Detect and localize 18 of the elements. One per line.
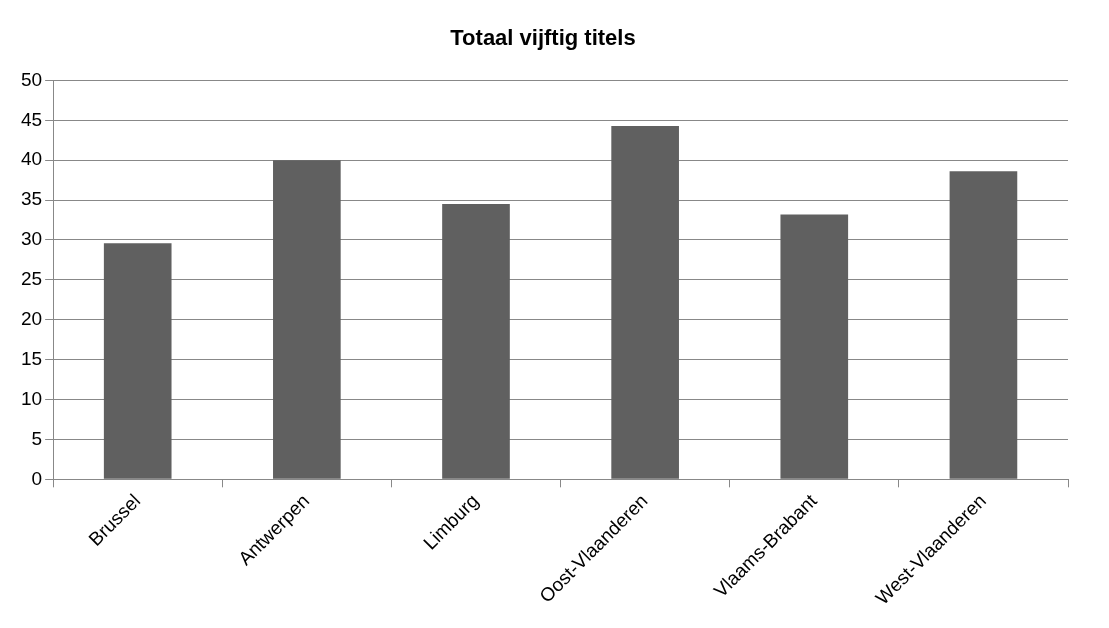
bar (273, 160, 341, 479)
bar (611, 125, 679, 479)
y-tick-label: 20 (20, 307, 43, 329)
bar (949, 171, 1018, 479)
bar (442, 204, 510, 479)
y-tick-label: 50 (20, 68, 43, 90)
y-tick-label: 25 (20, 268, 43, 290)
bar (103, 243, 172, 479)
y-tick-label: 40 (20, 148, 43, 170)
y-tick-label: 30 (20, 228, 43, 250)
y-tick-label: 15 (20, 347, 43, 369)
y-tick-label: 10 (20, 387, 43, 409)
y-tick-label: 5 (31, 427, 43, 449)
y-tick-label: 45 (20, 108, 43, 130)
y-tick-label: 0 (31, 467, 43, 489)
y-tick-label: 35 (20, 188, 43, 210)
chart-title: Totaal vijftig titels (450, 25, 636, 51)
bar (780, 214, 849, 479)
